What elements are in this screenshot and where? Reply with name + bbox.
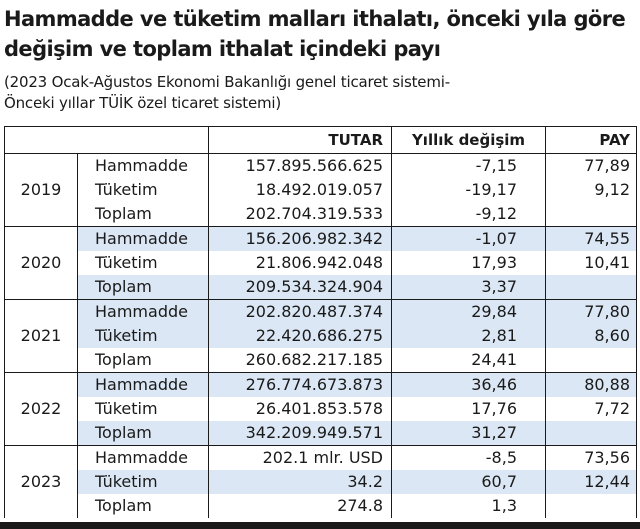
table-row: Toplam 342.209.949.571 31,27 [5,421,637,446]
header-blank [4,126,209,154]
tutar-cell: 276.774.673.873 [208,372,392,397]
pay-cell: 77,80 [545,299,637,324]
year-cell: 2019 [4,153,78,227]
degisim-cell: 17,93 [391,251,546,275]
degisim-cell: -19,17 [391,178,546,202]
table-header-row: TUTAR Yıllık değişim PAY [4,126,637,154]
subtitle: (2023 Ocak-Ağustos Ekonomi Bakanlığı gen… [4,72,636,114]
table-row: Toplam 209.534.324.904 3,37 [5,275,637,300]
tutar-cell: 202.1 mlr. USD [208,445,392,470]
subtitle-line-2: Önceki yıllar TÜİK özel ticaret sistemi) [4,94,282,112]
pay-cell: 80,88 [545,372,637,397]
pay-cell: 10,41 [545,251,637,275]
degisim-cell: 1,3 [391,494,546,518]
table-row: Tüketim 22.420.686.275 2,81 8,60 [5,324,637,348]
degisim-cell: 17,76 [391,397,546,421]
table-row: Tüketim 18.492.019.057 -19,17 9,12 [5,178,637,202]
degisim-cell: -8,5 [391,445,546,470]
row-label: Tüketim [77,178,209,202]
row-label: Hammadde [77,226,209,251]
table-row: Toplam 202.704.319.533 -9,12 [5,202,637,227]
tutar-cell: 26.401.853.578 [208,397,392,421]
degisim-cell: -1,07 [391,226,546,251]
pay-cell: 74,55 [545,226,637,251]
degisim-cell: 29,84 [391,299,546,324]
year-cell: 2021 [4,299,78,373]
row-label: Toplam [77,202,209,227]
table-row: Tüketim 26.401.853.578 17,76 7,72 [5,397,637,421]
pay-cell [545,494,637,518]
subtitle-line-1: (2023 Ocak-Ağustos Ekonomi Bakanlığı gen… [4,73,450,91]
year-cell: 2020 [4,226,78,300]
degisim-cell: 60,7 [391,470,546,494]
tutar-cell: 209.534.324.904 [208,275,392,300]
degisim-cell: 36,46 [391,372,546,397]
tutar-cell: 274.8 [208,494,392,518]
row-label: Toplam [77,494,209,518]
table-body: 2019 Hammadde 157.895.566.625 -7,15 77,8… [4,153,637,518]
degisim-cell: 31,27 [391,421,546,446]
table-row: Tüketim 34.2 60,7 12,44 [5,470,637,494]
row-label: Tüketim [77,324,209,348]
tutar-cell: 156.206.982.342 [208,226,392,251]
row-label: Hammadde [77,153,209,178]
table-row: 2021 Hammadde 202.820.487.374 29,84 77,8… [4,299,637,373]
row-label: Toplam [77,348,209,373]
pay-cell: 8,60 [545,324,637,348]
year-cell: 2023 [4,445,78,518]
header-yillik-degisim: Yıllık değişim [391,126,546,154]
tutar-cell: 18.492.019.057 [208,178,392,202]
row-label: Tüketim [77,470,209,494]
tutar-cell: 34.2 [208,470,392,494]
table-row: Toplam 260.682.217.185 24,41 [5,348,637,373]
tutar-cell: 202.704.319.533 [208,202,392,227]
row-label: Toplam [77,421,209,446]
page-title: Hammadde ve tüketim malları ithalatı, ön… [4,7,626,61]
tutar-cell: 21.806.942.048 [208,251,392,275]
pay-cell: 7,72 [545,397,637,421]
pay-cell: 12,44 [545,470,637,494]
row-label: Hammadde [77,372,209,397]
table-row: Toplam 274.8 1,3 [5,494,637,518]
import-table: TUTAR Yıllık değişim PAY 2019 Hammadde 1… [4,126,637,518]
pay-cell: 77,89 [545,153,637,178]
tutar-cell: 342.209.949.571 [208,421,392,446]
degisim-cell: 2,81 [391,324,546,348]
row-label: Tüketim [77,251,209,275]
table-row: Tüketim 21.806.942.048 17,93 10,41 [5,251,637,275]
tutar-cell: 22.420.686.275 [208,324,392,348]
table-row: 2023 Hammadde 202.1 mlr. USD -8,5 73,56 [4,445,637,518]
degisim-cell: 24,41 [391,348,546,373]
pay-cell [545,348,637,373]
table-row: 2019 Hammadde 157.895.566.625 -7,15 77,8… [4,153,637,227]
degisim-cell: -7,15 [391,153,546,178]
table-row: 2020 Hammadde 156.206.982.342 -1,07 74,5… [4,226,637,300]
pay-cell: 9,12 [545,178,637,202]
pay-cell: 73,56 [545,445,637,470]
row-label: Hammadde [77,299,209,324]
pay-cell [545,275,637,300]
tutar-cell: 260.682.217.185 [208,348,392,373]
header-pay: PAY [545,126,637,154]
row-label: Tüketim [77,397,209,421]
table-row: 2022 Hammadde 276.774.673.873 36,46 80,8… [4,372,637,446]
degisim-cell: 3,37 [391,275,546,300]
tutar-cell: 202.820.487.374 [208,299,392,324]
bottom-rule [0,522,640,529]
pay-cell [545,202,637,227]
tutar-cell: 157.895.566.625 [208,153,392,178]
year-cell: 2022 [4,372,78,446]
degisim-cell: -9,12 [391,202,546,227]
pay-cell [545,421,637,446]
row-label: Hammadde [77,445,209,470]
header-tutar: TUTAR [208,126,392,154]
row-label: Toplam [77,275,209,300]
